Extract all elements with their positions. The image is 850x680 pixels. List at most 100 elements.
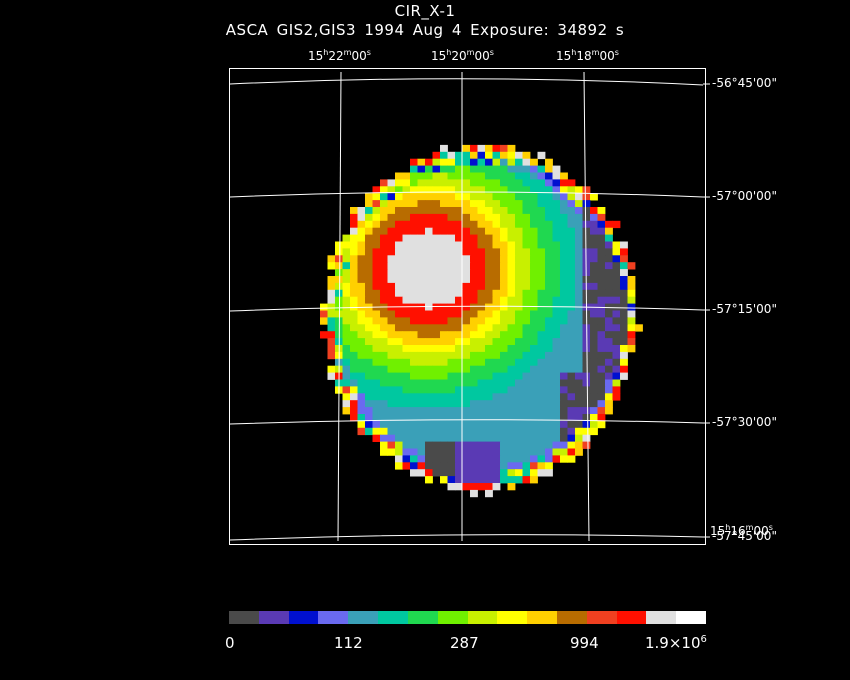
image-pixel bbox=[432, 296, 441, 304]
image-pixel bbox=[395, 269, 403, 277]
image-pixel bbox=[500, 269, 508, 277]
image-pixel bbox=[567, 296, 576, 304]
image-pixel bbox=[380, 331, 388, 339]
image-pixel bbox=[485, 303, 493, 311]
image-pixel bbox=[410, 165, 418, 173]
image-pixel bbox=[515, 200, 523, 208]
image-pixel bbox=[447, 462, 456, 470]
image-pixel bbox=[492, 255, 501, 263]
image-pixel bbox=[560, 324, 568, 332]
image-pixel bbox=[507, 476, 516, 484]
image-pixel bbox=[545, 393, 553, 401]
image-pixel bbox=[515, 331, 523, 339]
image-pixel bbox=[357, 420, 366, 429]
image-pixel bbox=[402, 331, 411, 339]
image-pixel bbox=[560, 420, 568, 429]
image-pixel bbox=[410, 241, 418, 249]
image-pixel bbox=[522, 234, 531, 242]
image-pixel bbox=[500, 324, 508, 332]
image-pixel bbox=[477, 414, 486, 422]
image-pixel bbox=[425, 269, 433, 277]
colorbar-swatch bbox=[438, 611, 468, 624]
image-pixel bbox=[462, 276, 471, 284]
image-pixel bbox=[350, 310, 358, 318]
image-pixel bbox=[417, 296, 426, 304]
image-pixel bbox=[537, 441, 546, 449]
image-pixel bbox=[552, 179, 561, 187]
image-pixel bbox=[530, 324, 538, 332]
image-pixel bbox=[470, 420, 478, 429]
image-pixel bbox=[515, 193, 523, 201]
image-pixel bbox=[597, 227, 606, 235]
image-pixel bbox=[567, 351, 576, 360]
image-pixel bbox=[552, 193, 561, 201]
image-pixel bbox=[492, 331, 501, 339]
image-pixel bbox=[567, 186, 576, 194]
image-pixel bbox=[522, 310, 531, 318]
image-pixel bbox=[402, 317, 411, 325]
image-pixel bbox=[342, 393, 351, 401]
image-pixel bbox=[447, 172, 456, 180]
image-pixel bbox=[567, 427, 576, 436]
image-pixel bbox=[470, 144, 478, 153]
image-pixel bbox=[500, 158, 508, 166]
image-pixel bbox=[500, 351, 508, 360]
image-pixel bbox=[597, 324, 606, 332]
image-pixel bbox=[545, 441, 553, 449]
image-pixel bbox=[515, 358, 523, 367]
image-pixel bbox=[507, 227, 516, 235]
image-pixel bbox=[410, 213, 418, 222]
image-pixel bbox=[462, 144, 471, 153]
image-pixel bbox=[500, 386, 508, 394]
image-pixel bbox=[350, 248, 358, 256]
image-pixel bbox=[575, 255, 583, 263]
image-pixel bbox=[470, 393, 478, 401]
image-pixel bbox=[395, 289, 403, 298]
image-pixel bbox=[342, 365, 351, 373]
image-pixel bbox=[492, 303, 501, 311]
image-pixel bbox=[612, 296, 621, 304]
image-pixel bbox=[492, 269, 501, 277]
image-pixel bbox=[500, 393, 508, 401]
image-pixel bbox=[447, 365, 456, 373]
image-pixel bbox=[530, 186, 538, 194]
image-pixel bbox=[372, 365, 381, 373]
image-pixel bbox=[455, 151, 463, 160]
image-pixel bbox=[522, 379, 531, 387]
image-pixel bbox=[327, 372, 336, 380]
image-pixel bbox=[350, 372, 358, 380]
image-pixel bbox=[567, 441, 576, 449]
dec-gridline bbox=[229, 534, 704, 541]
image-pixel bbox=[417, 379, 426, 387]
image-pixel bbox=[440, 303, 448, 311]
image-pixel bbox=[515, 469, 523, 477]
image-pixel bbox=[485, 448, 493, 456]
image-pixel bbox=[440, 338, 448, 346]
image-pixel bbox=[537, 207, 546, 215]
image-pixel bbox=[530, 427, 538, 436]
image-pixel bbox=[417, 441, 426, 449]
image-pixel bbox=[567, 241, 576, 249]
image-pixel bbox=[477, 469, 486, 477]
image-pixel bbox=[620, 282, 628, 291]
image-pixel bbox=[357, 407, 366, 415]
image-pixel bbox=[372, 220, 381, 229]
image-pixel bbox=[507, 434, 516, 442]
image-pixel bbox=[395, 331, 403, 339]
image-pixel bbox=[417, 303, 426, 311]
image-pixel bbox=[537, 303, 546, 311]
image-pixel bbox=[530, 269, 538, 277]
image-pixel bbox=[507, 255, 516, 263]
image-pixel bbox=[320, 310, 328, 318]
image-pixel bbox=[552, 365, 561, 373]
image-pixel bbox=[500, 262, 508, 270]
image-pixel bbox=[402, 379, 411, 387]
image-pixel bbox=[500, 420, 508, 429]
image-pixel bbox=[402, 227, 411, 235]
image-pixel bbox=[522, 372, 531, 380]
image-pixel bbox=[590, 407, 598, 415]
image-pixel bbox=[365, 241, 373, 249]
image-pixel bbox=[395, 455, 403, 463]
image-pixel bbox=[335, 289, 343, 298]
image-pixel bbox=[485, 227, 493, 235]
